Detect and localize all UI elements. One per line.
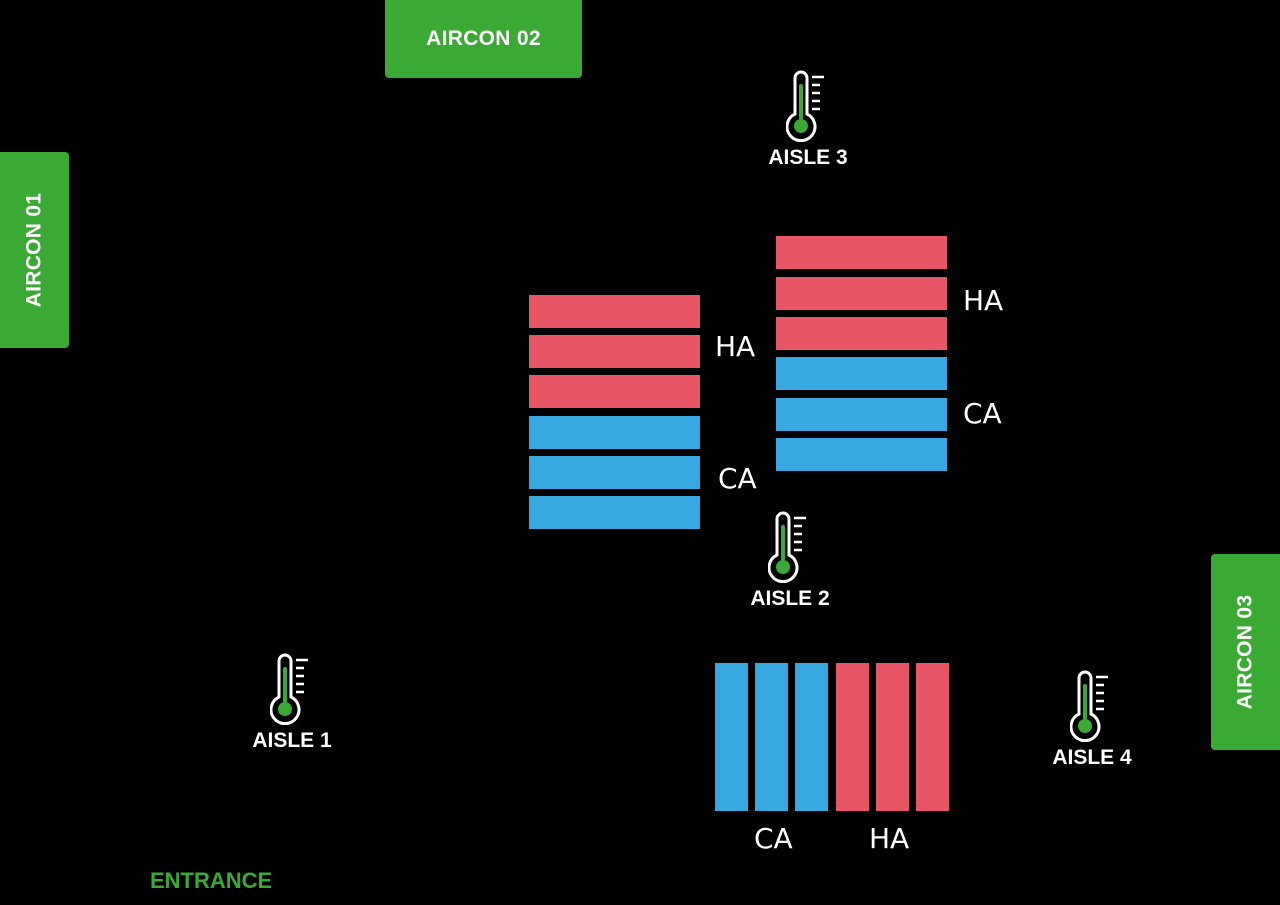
hot-aisle-label: HA	[715, 330, 756, 363]
hot-aisle-label: HA	[963, 284, 1004, 317]
cold-aisle-strip[interactable]	[776, 398, 947, 431]
hot-aisle-strip[interactable]	[916, 663, 949, 811]
hot-aisle-strip[interactable]	[776, 277, 947, 310]
cold-aisle-strip[interactable]	[715, 663, 748, 811]
thermometer-icon	[786, 70, 824, 142]
cold-aisle-strip[interactable]	[795, 663, 828, 811]
aircon-01-unit[interactable]: AIRCON 01	[0, 152, 69, 348]
cold-aisle-label: CA	[963, 397, 1002, 430]
cold-aisle-strip[interactable]	[529, 416, 700, 449]
sensor-label: AISLE 1	[252, 729, 332, 752]
sensor-aisle-1[interactable]: AISLE 1	[232, 653, 352, 753]
sensor-aisle-4[interactable]: AISLE 4	[1032, 670, 1152, 770]
sensor-label: AISLE 4	[1052, 746, 1132, 769]
cold-aisle-strip[interactable]	[529, 456, 700, 489]
hot-aisle-strip[interactable]	[529, 295, 700, 328]
hot-aisle-strip[interactable]	[529, 335, 700, 368]
sensor-aisle-3[interactable]: AISLE 3	[748, 70, 868, 170]
sensor-label: AISLE 3	[768, 146, 848, 169]
hot-aisle-strip[interactable]	[776, 236, 947, 269]
aircon-02-label: AIRCON 02	[426, 27, 541, 50]
aircon-02-unit[interactable]: AIRCON 02	[385, 0, 582, 78]
thermometer-icon	[1070, 670, 1108, 742]
hot-aisle-strip[interactable]	[529, 375, 700, 408]
cold-aisle-label: CA	[754, 822, 793, 855]
cold-aisle-strip[interactable]	[529, 496, 700, 529]
aircon-01-label: AIRCON 01	[22, 192, 46, 308]
cold-aisle-strip[interactable]	[776, 438, 947, 471]
thermometer-icon	[768, 511, 806, 583]
cold-aisle-label: CA	[718, 462, 757, 495]
cold-aisle-strip[interactable]	[755, 663, 788, 811]
hot-aisle-strip[interactable]	[836, 663, 869, 811]
aircon-03-unit[interactable]: AIRCON 03	[1211, 554, 1280, 750]
thermometer-icon	[270, 653, 308, 725]
sensor-label: AISLE 2	[750, 587, 830, 610]
hot-aisle-label: HA	[869, 822, 910, 855]
sensor-aisle-2[interactable]: AISLE 2	[730, 511, 850, 611]
cold-aisle-strip[interactable]	[776, 357, 947, 390]
aircon-03-label: AIRCON 03	[1233, 594, 1257, 710]
hot-aisle-strip[interactable]	[876, 663, 909, 811]
entrance-label: ENTRANCE	[150, 868, 273, 893]
hot-aisle-strip[interactable]	[776, 317, 947, 350]
